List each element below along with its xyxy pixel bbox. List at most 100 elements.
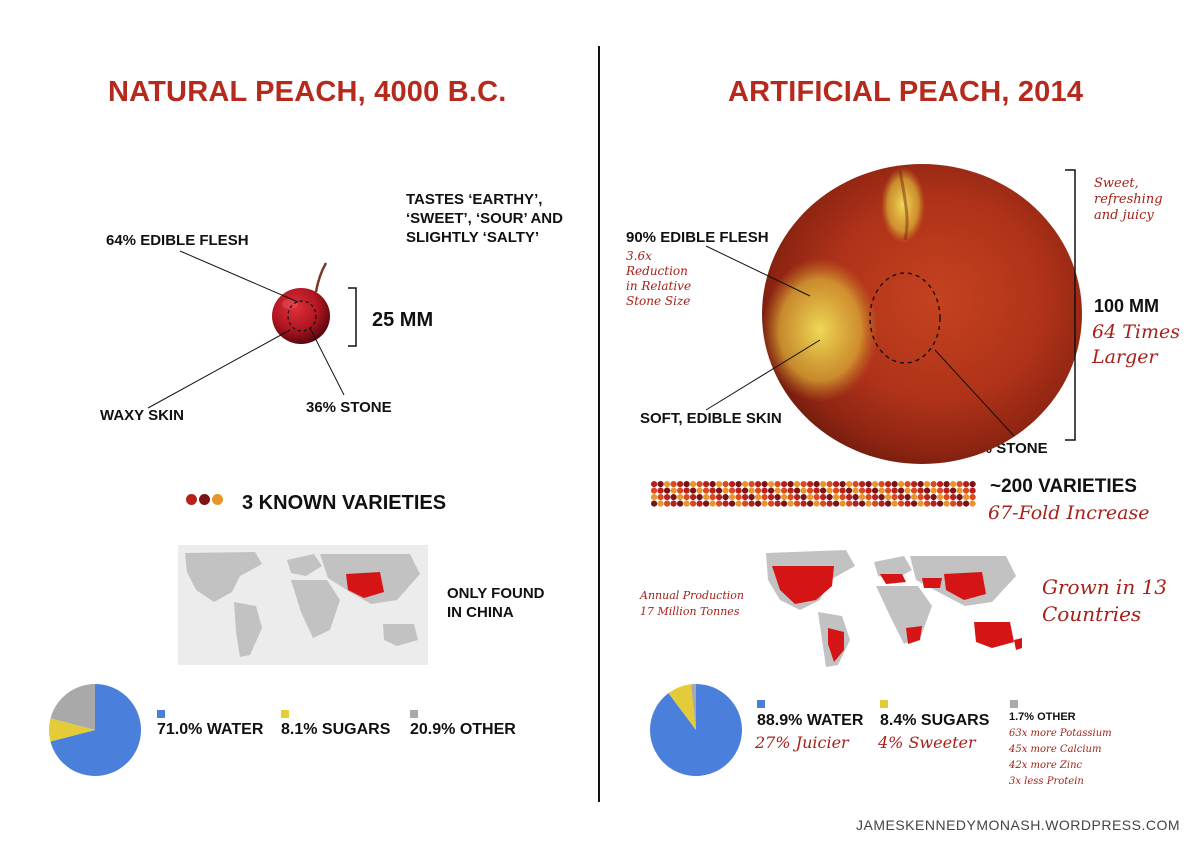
right-skin-pointer: [705, 339, 821, 411]
variety-dot: [690, 500, 697, 507]
variety-dot: [969, 487, 976, 494]
right-taste-script: Sweet, refreshing and juicy: [1094, 176, 1163, 223]
variety-dot: [917, 494, 924, 501]
variety-dot: [878, 494, 885, 501]
variety-dot: [755, 487, 762, 494]
variety-dot: [683, 487, 690, 494]
variety-dot: [794, 487, 801, 494]
variety-dot: [651, 487, 658, 494]
variety-dot: [859, 487, 866, 494]
pie-slice-other: [691, 684, 696, 730]
variety-dot: [670, 487, 677, 494]
variety-dot: [846, 487, 853, 494]
variety-dot: [807, 481, 814, 488]
variety-dot: [670, 481, 677, 488]
center-divider: [598, 46, 600, 802]
variety-dot: [885, 494, 892, 501]
variety-dot: [930, 500, 937, 507]
left-legend-other: 20.9% OTHER: [410, 721, 516, 738]
variety-dot: [839, 481, 846, 488]
variety-dot: [904, 487, 911, 494]
variety-dot: [787, 481, 794, 488]
variety-dot: [690, 487, 697, 494]
variety-dot: [735, 487, 742, 494]
variety-dot: [956, 500, 963, 507]
variety-dot: [859, 481, 866, 488]
left-legend-water: 71.0% WATER: [157, 721, 264, 738]
variety-dot: [794, 481, 801, 488]
variety-dot: [781, 487, 788, 494]
variety-dot: [865, 500, 872, 507]
variety-dot: [820, 487, 827, 494]
variety-dot: [670, 500, 677, 507]
right-composition-pie: [650, 684, 742, 776]
variety-dot: [774, 500, 781, 507]
variety-dot: [924, 494, 931, 501]
variety-dot: [748, 481, 755, 488]
left-legend-water-swatch: [157, 710, 165, 718]
variety-dot: [891, 487, 898, 494]
left-title: NATURAL PEACH, 4000 B.C.: [108, 76, 507, 108]
right-varieties-script: 67-Fold Increase: [988, 502, 1150, 524]
variety-dot: [800, 481, 807, 488]
variety-dot: [800, 500, 807, 507]
variety-dot: [768, 487, 775, 494]
variety-dot: [755, 500, 762, 507]
right-flesh-label: 90% EDIBLE FLESH: [626, 229, 769, 246]
variety-dot: [898, 500, 905, 507]
right-title: ARTIFICIAL PEACH, 2014: [728, 76, 1084, 108]
variety-dot: [826, 494, 833, 501]
variety-dot: [212, 494, 223, 505]
pie-slice-other: [50, 684, 95, 730]
variety-dot: [703, 481, 710, 488]
variety-dot: [781, 494, 788, 501]
right-size-script: 64 Times Larger: [1092, 321, 1180, 368]
variety-dot: [898, 487, 905, 494]
variety-dot: [677, 481, 684, 488]
left-skin-label: WAXY SKIN: [100, 407, 184, 424]
variety-dot: [742, 481, 749, 488]
right-production-script: Annual Production 17 Million Tonnes: [640, 589, 744, 618]
variety-dot: [657, 494, 664, 501]
right-legend-water-swatch: [757, 700, 765, 708]
variety-dot: [852, 500, 859, 507]
variety-dot: [755, 481, 762, 488]
variety-dot: [716, 487, 723, 494]
variety-dot: [956, 487, 963, 494]
right-world-map: [766, 550, 1022, 667]
variety-dot: [742, 500, 749, 507]
variety-dot: [768, 494, 775, 501]
variety-dot: [872, 481, 879, 488]
left-stone-label: 36% STONE: [306, 399, 392, 416]
variety-dot: [950, 487, 957, 494]
variety-dot: [969, 494, 976, 501]
left-varieties-label: 3 KNOWN VARIETIES: [242, 492, 447, 514]
variety-dot: [930, 494, 937, 501]
variety-dot: [950, 494, 957, 501]
left-world-map: [178, 545, 428, 665]
right-legend-other-swatch: [1010, 700, 1018, 708]
variety-dot: [664, 487, 671, 494]
variety-dot: [891, 494, 898, 501]
variety-dot: [826, 487, 833, 494]
variety-dot: [696, 487, 703, 494]
variety-dot: [709, 481, 716, 488]
variety-dot: [969, 500, 976, 507]
variety-dot: [878, 500, 885, 507]
variety-dot: [677, 500, 684, 507]
variety-dot: [729, 481, 736, 488]
variety-dot: [690, 494, 697, 501]
variety-dot: [742, 494, 749, 501]
variety-dot: [787, 494, 794, 501]
variety-dot: [651, 481, 658, 488]
variety-dot: [852, 481, 859, 488]
variety-dot: [911, 481, 918, 488]
variety-dot: [729, 500, 736, 507]
right-variety-dots: [651, 481, 976, 507]
variety-dot: [937, 487, 944, 494]
right-legend-water-script: 27% Juicier: [755, 733, 849, 752]
variety-dot: [956, 494, 963, 501]
variety-dot: [937, 481, 944, 488]
variety-dot: [885, 500, 892, 507]
variety-dot: [943, 500, 950, 507]
